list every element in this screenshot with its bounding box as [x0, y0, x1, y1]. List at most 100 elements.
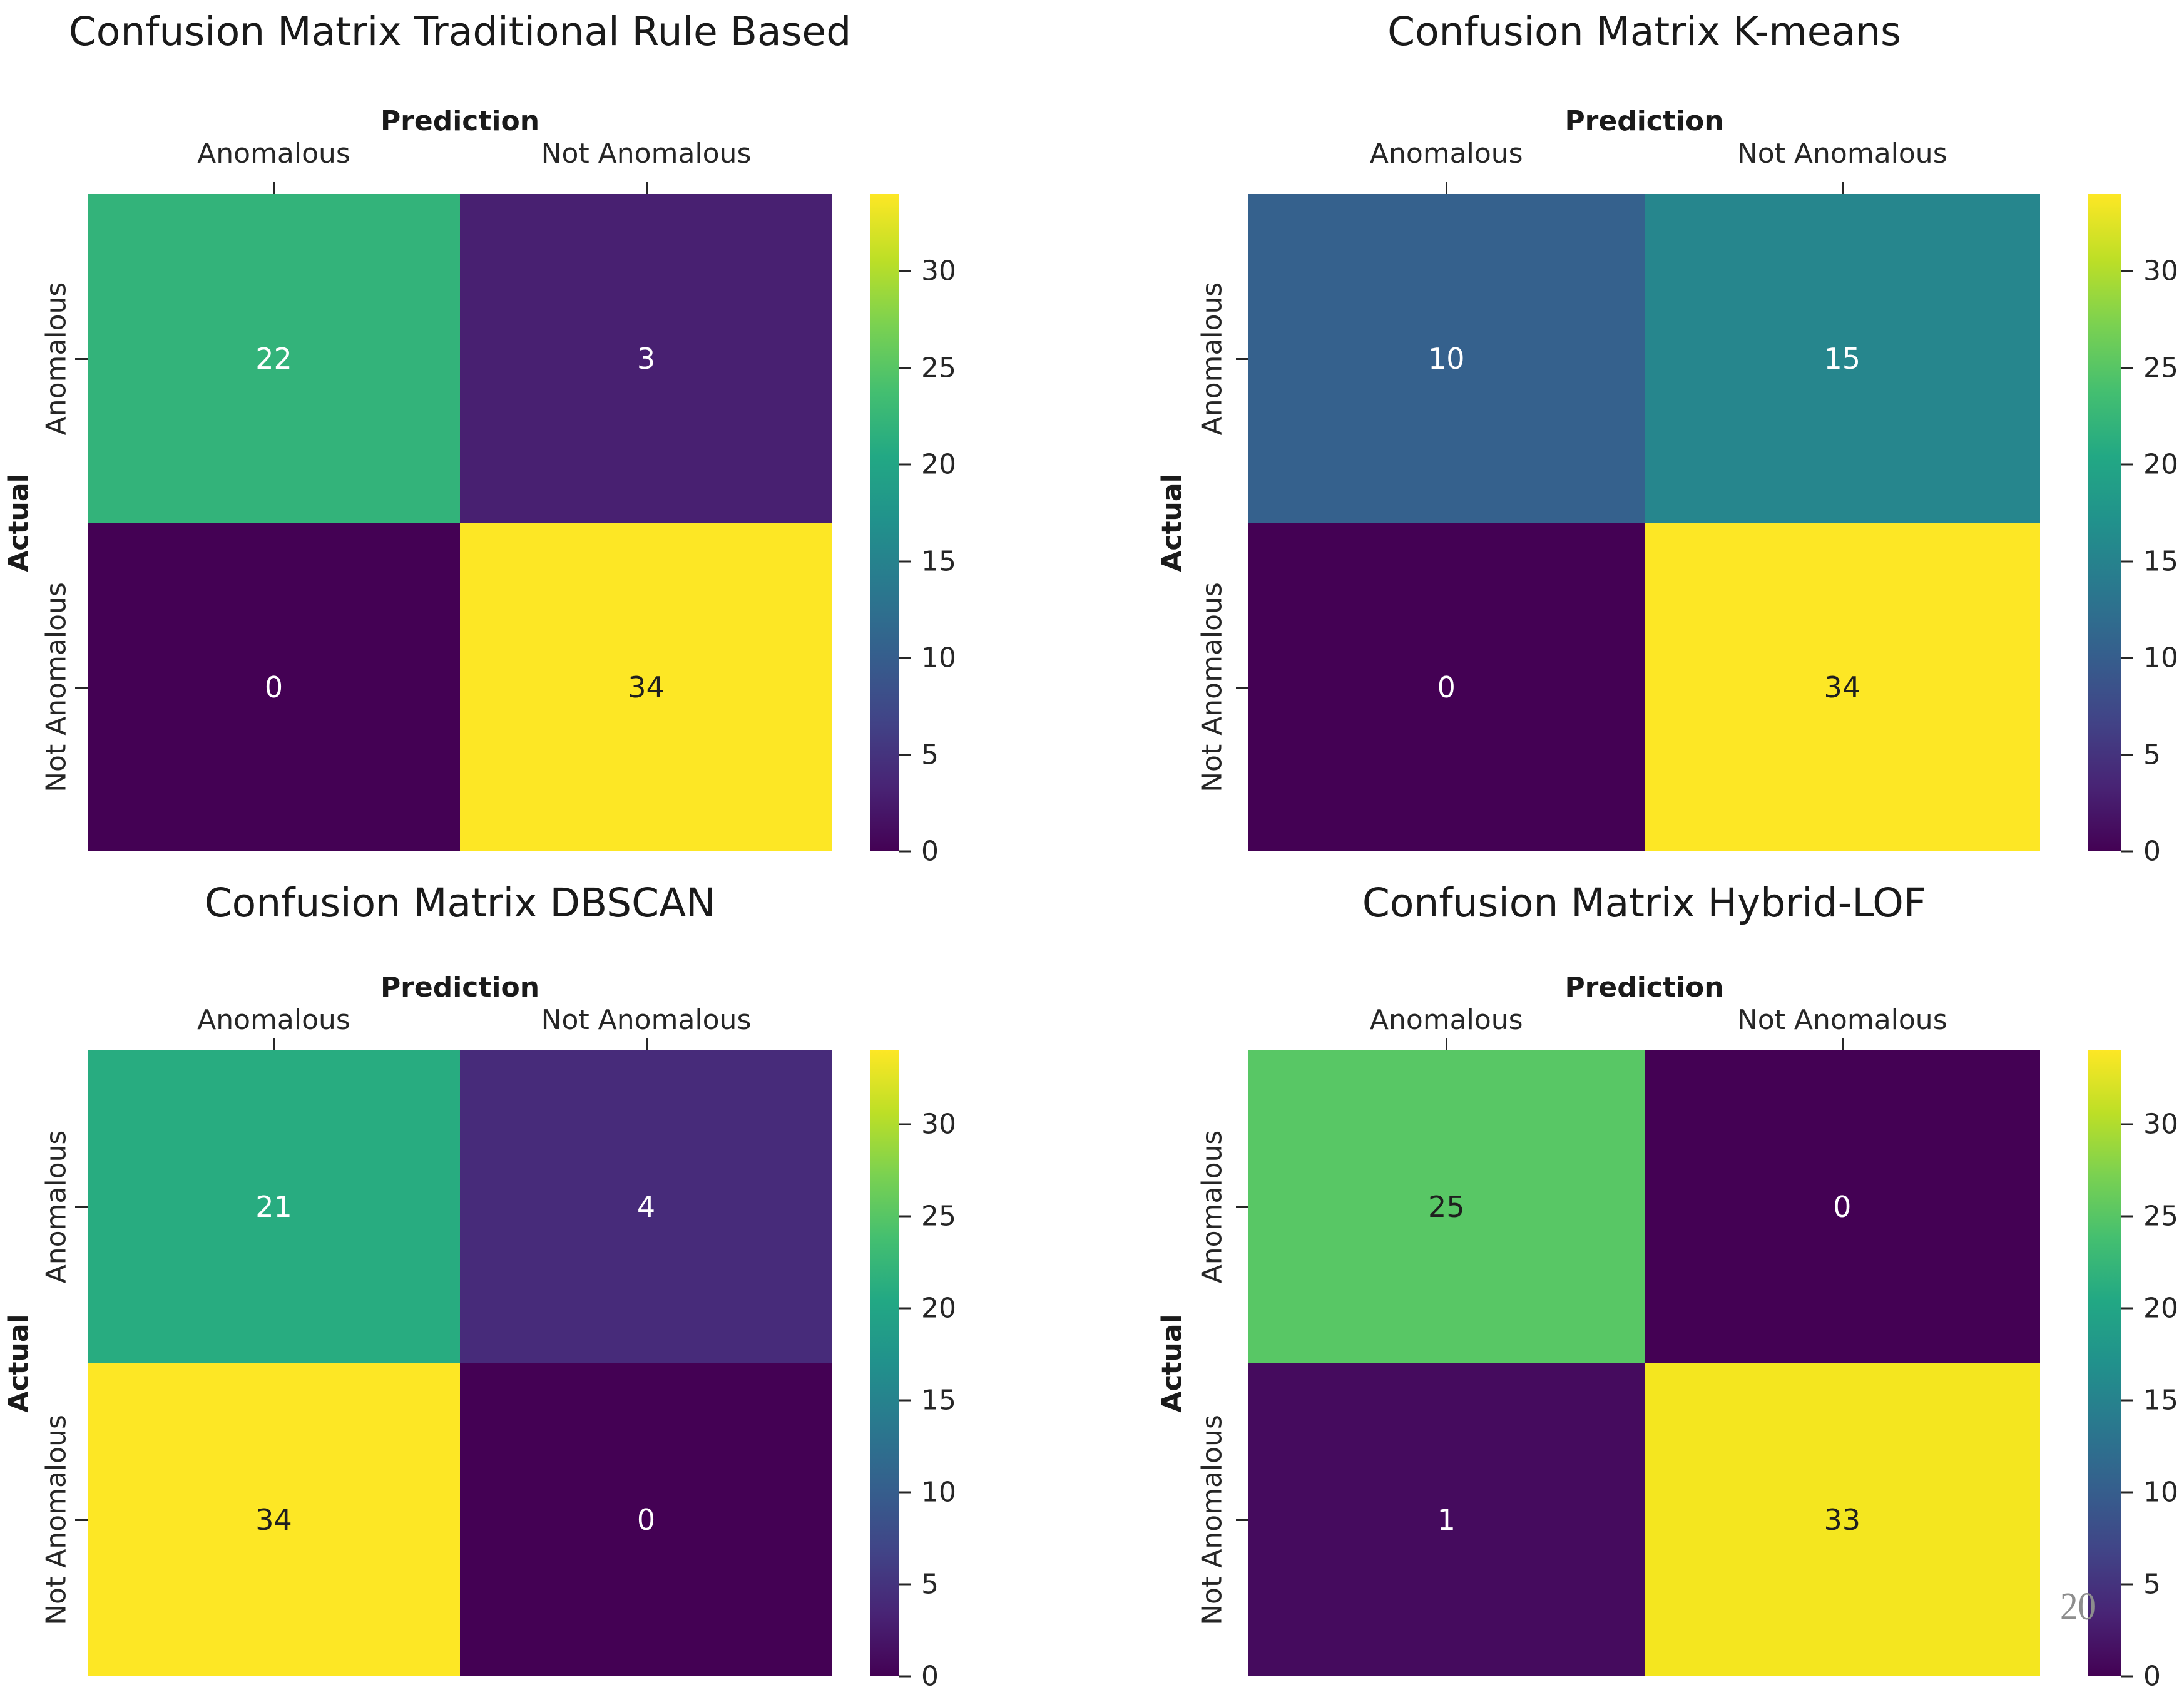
- y-tick-mark: [75, 1519, 88, 1521]
- colorbar-tick-label: 30: [2143, 1108, 2178, 1141]
- colorbar-tick: 5: [2121, 739, 2161, 771]
- cell-annotation: 34: [255, 1503, 292, 1537]
- colorbar-tick: 10: [2121, 1476, 2178, 1508]
- x-tick-mark: [1446, 182, 1448, 194]
- y-axis-label: Actual: [1156, 1314, 1188, 1413]
- colorbar-tick: 20: [899, 449, 956, 481]
- colorbar-tick: 30: [2121, 1108, 2178, 1140]
- colorbar-tick-label: 25: [921, 352, 956, 384]
- cell-annotation: 0: [1437, 670, 1456, 704]
- colorbar-tick: 30: [899, 255, 956, 287]
- x-tick-mark: [645, 182, 648, 194]
- subplot-traditional-rule-based: Confusion Matrix Traditional Rule Based …: [0, 0, 1092, 868]
- heatmap-cell: 33: [1644, 1363, 2040, 1676]
- y-tick-mark: [1236, 357, 1248, 360]
- heatmap-grid: 21 4 34 0: [88, 1050, 832, 1676]
- x-tick-label-not-anomalous: Not Anomalous: [541, 1004, 752, 1036]
- colorbar-tick-label: 15: [2143, 1384, 2178, 1417]
- colorbar-tick: 25: [899, 352, 956, 384]
- x-axis-label: Prediction: [1564, 105, 1724, 137]
- colorbar-tick-label: 10: [921, 1476, 956, 1509]
- heatmap-grid: 10 15 0 34: [1248, 194, 2040, 851]
- colorbar-tick: 25: [2121, 352, 2178, 384]
- cell-annotation: 22: [255, 341, 292, 376]
- tick-mark: [2121, 463, 2133, 466]
- x-tick-label-not-anomalous: Not Anomalous: [1737, 1004, 1947, 1036]
- subplot-hybrid-lof: Confusion Matrix Hybrid-LOF Prediction A…: [1092, 851, 2184, 1702]
- colorbar-tick: 10: [899, 642, 956, 674]
- colorbar-tick-label: 0: [921, 835, 939, 868]
- tick-mark: [2121, 1123, 2133, 1125]
- tick-mark: [899, 1675, 911, 1678]
- heatmap-cell: 22: [88, 194, 460, 523]
- y-tick-mark: [75, 686, 88, 689]
- tick-mark: [899, 850, 911, 853]
- colorbar-tick: 0: [899, 836, 939, 868]
- cell-annotation: 0: [1833, 1190, 1852, 1224]
- colorbar-tick: 20: [2121, 449, 2178, 481]
- tick-mark: [2121, 850, 2133, 853]
- colorbar-tick-label: 15: [921, 1384, 956, 1417]
- y-axis-label: Actual: [1156, 473, 1188, 572]
- cell-annotation: 0: [636, 1503, 656, 1537]
- watermark-page-number: 20: [2060, 1586, 2096, 1628]
- colorbar-tick-label: 10: [2143, 642, 2178, 674]
- heatmap-cell: 25: [1248, 1050, 1645, 1363]
- tick-mark: [2121, 1675, 2133, 1678]
- colorbar-tick-label: 10: [2143, 1476, 2178, 1509]
- x-tick-label-anomalous: Anomalous: [197, 138, 350, 170]
- y-tick-label-anomalous: Anomalous: [40, 1130, 73, 1284]
- plot-title: Confusion Matrix K-means: [1387, 9, 1901, 54]
- heatmap-cell: 0: [88, 523, 460, 851]
- colorbar-tick: 20: [899, 1292, 956, 1324]
- colorbar-tick-label: 20: [2143, 1292, 2178, 1325]
- colorbar-tick: 30: [2121, 255, 2178, 287]
- colorbar-tick-label: 15: [2143, 545, 2178, 578]
- colorbar-tick: 15: [2121, 1384, 2178, 1416]
- plot-title: Confusion Matrix Hybrid-LOF: [1362, 880, 1927, 926]
- cell-annotation: 34: [1824, 670, 1861, 704]
- x-tick-label-not-anomalous: Not Anomalous: [1737, 138, 1947, 170]
- colorbar: 30 25 20 15 10 5 0: [870, 1050, 956, 1693]
- tick-mark: [899, 270, 911, 272]
- tick-mark: [899, 560, 911, 563]
- tick-mark: [2121, 1491, 2133, 1494]
- colorbar-tick-label: 25: [921, 1200, 956, 1233]
- colorbar-tick-label: 5: [921, 739, 939, 771]
- colorbar-tick-label: 20: [921, 448, 956, 481]
- x-tick-mark: [273, 182, 275, 194]
- tick-mark: [899, 657, 911, 659]
- tick-mark: [899, 1491, 911, 1494]
- x-axis-label: Prediction: [380, 105, 540, 137]
- cell-annotation: 4: [636, 1190, 656, 1224]
- x-tick-mark: [1446, 1038, 1448, 1050]
- colorbar: 30 25 20 15 10 5 0: [870, 194, 956, 868]
- colorbar-tick-label: 25: [2143, 352, 2178, 384]
- colorbar-tick: 0: [2121, 1661, 2161, 1693]
- heatmap-grid: 22 3 0 34: [88, 194, 832, 851]
- y-tick-label-anomalous: Anomalous: [40, 282, 73, 435]
- x-tick-label-anomalous: Anomalous: [1369, 1004, 1523, 1036]
- colorbar-tick-label: 30: [921, 1108, 956, 1141]
- colorbar-tick-label: 0: [2143, 835, 2161, 868]
- cell-annotation: 3: [636, 341, 656, 376]
- colorbar-tick: 10: [899, 1476, 956, 1508]
- tick-mark: [899, 1399, 911, 1402]
- colorbar-gradient: [2088, 194, 2121, 851]
- cell-annotation: 10: [1427, 341, 1465, 376]
- colorbar-tick-label: 10: [921, 642, 956, 674]
- colorbar-gradient: [2088, 1050, 2121, 1676]
- colorbar-tick: 15: [899, 545, 956, 577]
- colorbar-tick: 5: [2121, 1568, 2161, 1600]
- heatmap-cell: 0: [1644, 1050, 2040, 1363]
- colorbar-tick-label: 20: [921, 1292, 956, 1325]
- tick-mark: [899, 1307, 911, 1310]
- heatmap-cell: 21: [88, 1050, 460, 1363]
- colorbar-gradient: [870, 194, 899, 851]
- cell-annotation: 1: [1437, 1503, 1456, 1537]
- y-tick-mark: [75, 1206, 88, 1208]
- tick-mark: [899, 1123, 911, 1125]
- y-axis-label: Actual: [3, 473, 35, 572]
- colorbar-tick: 15: [2121, 545, 2178, 577]
- y-tick-label-not-anomalous: Not Anomalous: [1196, 582, 1228, 792]
